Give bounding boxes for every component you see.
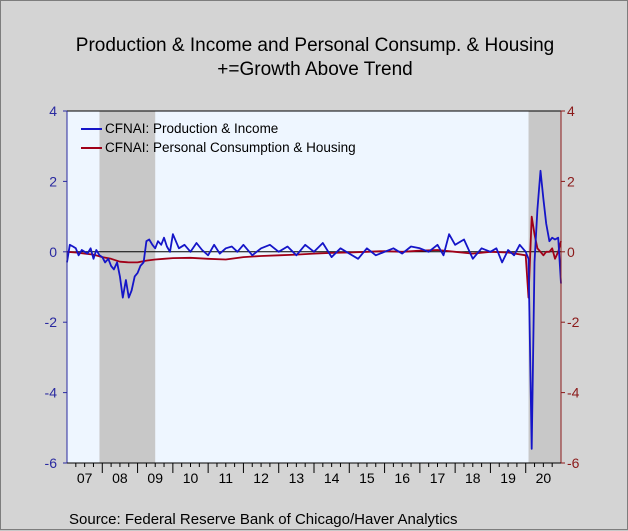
x-tick-label: 07 — [77, 470, 93, 486]
left-axis: 4 2 0 -2 -4 -6 — [45, 103, 68, 471]
right-tick-label: -6 — [567, 455, 580, 471]
x-tick-label: 10 — [183, 470, 199, 486]
source-note: Source: Federal Reserve Bank of Chicago/… — [69, 511, 458, 528]
x-tick-label: 09 — [147, 470, 163, 486]
x-tick-label: 15 — [359, 470, 375, 486]
left-tick-label: 0 — [49, 244, 57, 260]
left-tick-label: -4 — [45, 385, 58, 401]
series-layer — [66, 169, 562, 450]
x-tick-label: 13 — [289, 470, 305, 486]
right-tick-label: -4 — [567, 385, 580, 401]
x-axis: 07 08 09 10 11 12 13 14 15 16 17 18 19 20 — [67, 462, 561, 486]
x-tick-label: 18 — [465, 470, 481, 486]
series-line-1 — [66, 215, 562, 299]
x-tick-label: 20 — [536, 470, 552, 486]
x-tick-label: 14 — [324, 470, 340, 486]
right-tick-label: -2 — [567, 314, 580, 330]
legend-label-production: CFNAI: Production & Income — [105, 121, 278, 136]
x-tick-label: 17 — [430, 470, 446, 486]
right-tick-label: 2 — [567, 173, 575, 189]
left-tick-label: -6 — [45, 455, 58, 471]
x-tick-label: 16 — [394, 470, 410, 486]
chart-title: Production & Income and Personal Consump… — [76, 35, 554, 56]
chart-subtitle: +=Growth Above Trend — [217, 59, 412, 80]
right-tick-label: 0 — [567, 244, 575, 260]
right-tick-label: 4 — [567, 103, 575, 119]
x-tick-label: 19 — [500, 470, 516, 486]
left-tick-label: -2 — [45, 314, 58, 330]
x-tick-label: 12 — [253, 470, 269, 486]
x-tick-label: 11 — [219, 470, 234, 486]
x-tick-label: 08 — [112, 470, 128, 486]
legend-label-consumption: CFNAI: Personal Consumption & Housing — [105, 140, 356, 155]
series-line-0 — [66, 169, 562, 450]
left-tick-label: 4 — [49, 103, 57, 119]
right-axis: 4 2 0 -2 -4 -6 — [560, 103, 580, 471]
legend: CFNAI: Production & Income CFNAI: Person… — [81, 121, 356, 155]
left-tick-label: 2 — [49, 173, 57, 189]
